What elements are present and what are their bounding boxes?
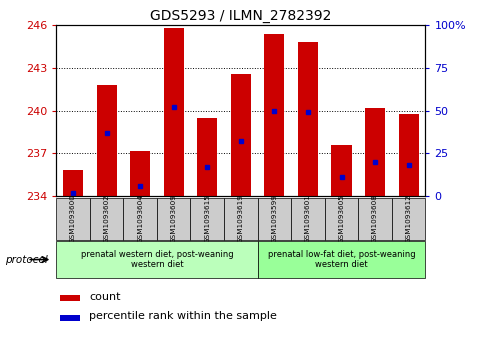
Bar <box>123 198 157 240</box>
Text: GSM1093619: GSM1093619 <box>237 194 244 243</box>
Text: GSM1093601: GSM1093601 <box>305 194 310 243</box>
Bar <box>90 198 123 240</box>
Text: GSM1093615: GSM1093615 <box>204 194 210 243</box>
Bar <box>297 42 317 196</box>
Text: GSM1093605: GSM1093605 <box>338 194 344 243</box>
Text: count: count <box>89 291 121 302</box>
Bar <box>290 198 324 240</box>
Bar <box>391 198 425 240</box>
Bar <box>331 145 351 196</box>
Text: prenatal low-fat diet, post-weaning
western diet: prenatal low-fat diet, post-weaning west… <box>267 250 414 269</box>
Text: percentile rank within the sample: percentile rank within the sample <box>89 311 277 321</box>
Bar <box>358 198 391 240</box>
Bar <box>197 118 217 196</box>
Text: GSM1093612: GSM1093612 <box>405 194 411 243</box>
Bar <box>60 315 80 321</box>
Bar <box>96 85 117 196</box>
Bar <box>398 114 418 196</box>
Text: GSM1093599: GSM1093599 <box>271 194 277 243</box>
Bar <box>56 198 90 240</box>
Bar <box>60 295 80 301</box>
Bar <box>364 108 385 196</box>
Bar <box>157 198 190 240</box>
Bar <box>264 34 284 196</box>
Bar <box>257 241 425 278</box>
Bar <box>163 28 183 196</box>
Text: GSM1093602: GSM1093602 <box>103 194 109 243</box>
Bar <box>257 198 290 240</box>
Title: GDS5293 / ILMN_2782392: GDS5293 / ILMN_2782392 <box>150 9 331 23</box>
Bar <box>224 198 257 240</box>
Bar <box>56 241 257 278</box>
Text: GSM1093608: GSM1093608 <box>371 194 377 243</box>
Bar <box>130 151 150 196</box>
Text: protocol: protocol <box>5 254 47 265</box>
Bar <box>324 198 358 240</box>
Bar <box>190 198 224 240</box>
Text: GSM1093609: GSM1093609 <box>170 194 176 243</box>
Bar <box>63 170 83 196</box>
Bar <box>230 74 250 196</box>
Text: prenatal western diet, post-weaning
western diet: prenatal western diet, post-weaning west… <box>81 250 233 269</box>
Text: GSM1093600: GSM1093600 <box>70 194 76 243</box>
Text: GSM1093604: GSM1093604 <box>137 194 143 243</box>
